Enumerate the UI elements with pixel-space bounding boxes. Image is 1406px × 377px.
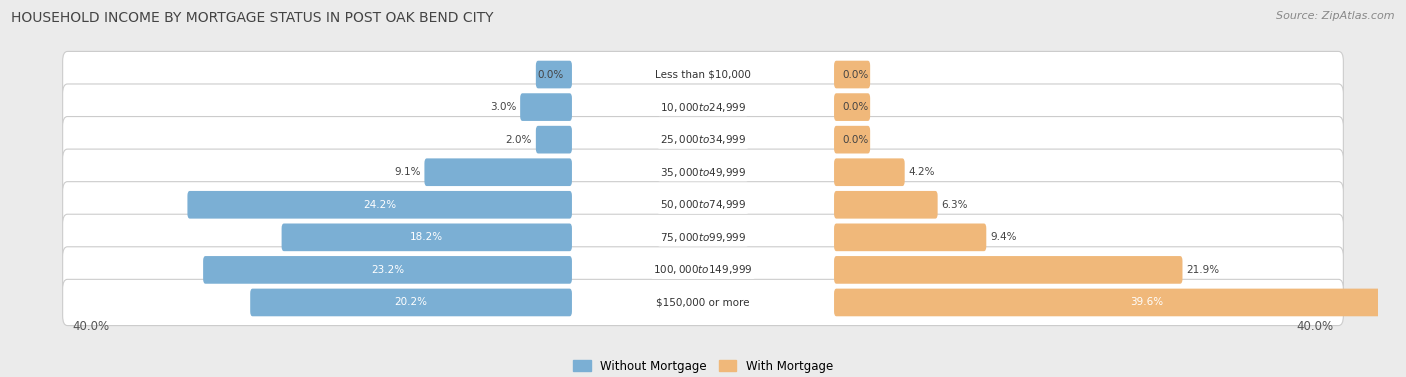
Text: 20.2%: 20.2% bbox=[395, 297, 427, 308]
Text: 0.0%: 0.0% bbox=[842, 102, 869, 112]
Text: 2.0%: 2.0% bbox=[506, 135, 531, 145]
FancyBboxPatch shape bbox=[536, 126, 572, 153]
FancyBboxPatch shape bbox=[834, 289, 1406, 316]
FancyBboxPatch shape bbox=[834, 126, 870, 153]
Text: 39.6%: 39.6% bbox=[1130, 297, 1164, 308]
Text: 40.0%: 40.0% bbox=[1296, 320, 1334, 333]
Text: 6.3%: 6.3% bbox=[942, 200, 969, 210]
FancyBboxPatch shape bbox=[834, 191, 938, 219]
Text: 3.0%: 3.0% bbox=[489, 102, 516, 112]
FancyBboxPatch shape bbox=[834, 158, 904, 186]
Text: 0.0%: 0.0% bbox=[537, 69, 564, 80]
Text: 0.0%: 0.0% bbox=[842, 135, 869, 145]
Text: $50,000 to $74,999: $50,000 to $74,999 bbox=[659, 198, 747, 211]
FancyBboxPatch shape bbox=[187, 191, 572, 219]
Text: 23.2%: 23.2% bbox=[371, 265, 404, 275]
Text: 21.9%: 21.9% bbox=[1187, 265, 1219, 275]
FancyBboxPatch shape bbox=[63, 84, 1343, 130]
Text: $25,000 to $34,999: $25,000 to $34,999 bbox=[659, 133, 747, 146]
FancyBboxPatch shape bbox=[834, 93, 870, 121]
Text: 4.2%: 4.2% bbox=[908, 167, 935, 177]
FancyBboxPatch shape bbox=[202, 256, 572, 284]
Text: 40.0%: 40.0% bbox=[72, 320, 110, 333]
Text: 24.2%: 24.2% bbox=[363, 200, 396, 210]
Text: 0.0%: 0.0% bbox=[842, 69, 869, 80]
Text: $100,000 to $149,999: $100,000 to $149,999 bbox=[654, 264, 752, 276]
FancyBboxPatch shape bbox=[250, 289, 572, 316]
Text: 9.4%: 9.4% bbox=[990, 232, 1017, 242]
FancyBboxPatch shape bbox=[63, 149, 1343, 195]
Text: $150,000 or more: $150,000 or more bbox=[657, 297, 749, 308]
FancyBboxPatch shape bbox=[63, 247, 1343, 293]
FancyBboxPatch shape bbox=[63, 51, 1343, 98]
FancyBboxPatch shape bbox=[520, 93, 572, 121]
FancyBboxPatch shape bbox=[834, 61, 870, 88]
Text: Source: ZipAtlas.com: Source: ZipAtlas.com bbox=[1277, 11, 1395, 21]
Text: Less than $10,000: Less than $10,000 bbox=[655, 69, 751, 80]
FancyBboxPatch shape bbox=[536, 61, 572, 88]
Text: $35,000 to $49,999: $35,000 to $49,999 bbox=[659, 166, 747, 179]
Text: 18.2%: 18.2% bbox=[411, 232, 443, 242]
FancyBboxPatch shape bbox=[63, 279, 1343, 326]
FancyBboxPatch shape bbox=[834, 256, 1182, 284]
Legend: Without Mortgage, With Mortgage: Without Mortgage, With Mortgage bbox=[568, 355, 838, 377]
Text: HOUSEHOLD INCOME BY MORTGAGE STATUS IN POST OAK BEND CITY: HOUSEHOLD INCOME BY MORTGAGE STATUS IN P… bbox=[11, 11, 494, 25]
Text: $10,000 to $24,999: $10,000 to $24,999 bbox=[659, 101, 747, 113]
FancyBboxPatch shape bbox=[63, 214, 1343, 261]
FancyBboxPatch shape bbox=[425, 158, 572, 186]
FancyBboxPatch shape bbox=[834, 224, 986, 251]
FancyBboxPatch shape bbox=[63, 116, 1343, 163]
Text: 9.1%: 9.1% bbox=[394, 167, 420, 177]
FancyBboxPatch shape bbox=[281, 224, 572, 251]
Text: $75,000 to $99,999: $75,000 to $99,999 bbox=[659, 231, 747, 244]
FancyBboxPatch shape bbox=[63, 182, 1343, 228]
